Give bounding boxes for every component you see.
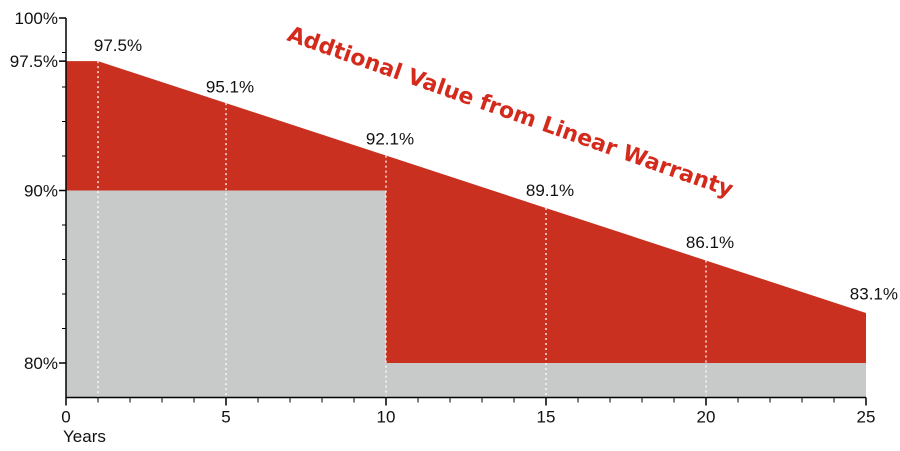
x-tick-label-20: 20 <box>697 408 716 427</box>
gridline-layer <box>97 61 707 398</box>
tick-layer: 0 5 10 15 20 25 100% 97.5% 90% 80% <box>10 9 876 427</box>
data-label-layer: 97.5% 95.1% 92.1% 89.1% 86.1% 83.1% <box>94 36 898 303</box>
data-label-5: 86.1% <box>686 233 734 252</box>
axes-layer <box>65 18 866 399</box>
x-tick-label-0: 0 <box>61 408 70 427</box>
y-tick-label-100: 100% <box>15 9 58 28</box>
x-tick-label-5: 5 <box>221 408 230 427</box>
data-label-2: 95.1% <box>206 78 254 97</box>
data-label-6: 83.1% <box>850 285 898 304</box>
y-tick-label-90: 90% <box>24 182 58 201</box>
y-tick-label-97-5: 97.5% <box>10 52 58 71</box>
x-tick-label-10: 10 <box>377 408 396 427</box>
x-tick-label-25: 25 <box>857 408 876 427</box>
area-layer <box>66 61 866 398</box>
x-axis-title: Years <box>63 427 106 446</box>
x-tick-label-15: 15 <box>537 408 556 427</box>
data-label-1: 97.5% <box>94 36 142 55</box>
step-warranty-area-2 <box>386 363 866 398</box>
data-label-3: 92.1% <box>366 129 414 148</box>
y-tick-label-80: 80% <box>24 354 58 373</box>
data-label-4: 89.1% <box>526 181 574 200</box>
